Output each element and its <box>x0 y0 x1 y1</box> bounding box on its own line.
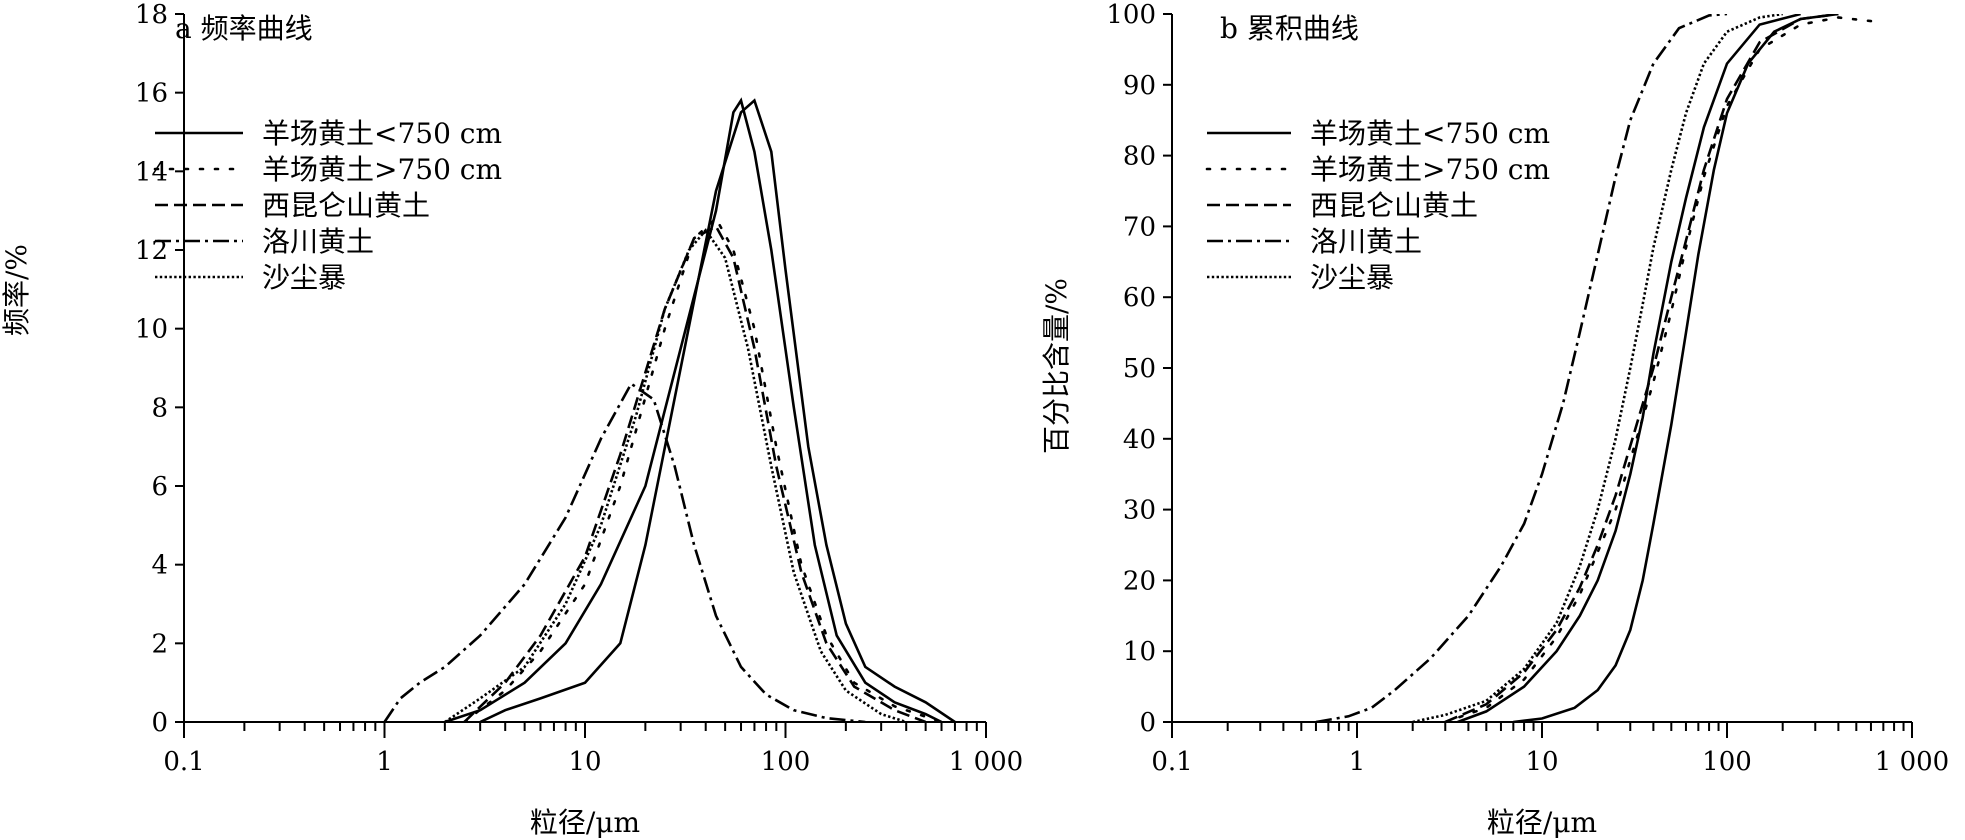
y-tick-label: 10 <box>135 315 168 345</box>
y-tick-label: 16 <box>135 79 168 109</box>
x-tick-label: 1 000 <box>949 747 1023 777</box>
series-line <box>1513 14 1839 722</box>
series-line <box>444 97 943 722</box>
series-line <box>1315 14 1728 722</box>
x-tick-label: 10 <box>1525 747 1558 777</box>
legend-label: 沙尘暴 <box>262 261 346 294</box>
series-line <box>444 228 907 722</box>
legend-label: 西昆仑山黄土 <box>262 189 430 222</box>
legend-label: 羊场黄土<750 cm <box>262 117 502 150</box>
series-group <box>383 97 956 722</box>
y-tick-label: 80 <box>1123 142 1156 172</box>
y-tick-label: 6 <box>151 472 168 502</box>
legend-label: 西昆仑山黄土 <box>1310 189 1478 222</box>
x-tick-label: 0.1 <box>1151 747 1192 777</box>
y-tick-label: 90 <box>1123 71 1156 101</box>
y-tick-label: 30 <box>1123 496 1156 526</box>
y-tick-label: 14 <box>135 157 168 187</box>
legend-label: 洛川黄土 <box>1310 225 1422 258</box>
series-group <box>1315 14 1873 722</box>
x-tick-label: 100 <box>1702 747 1752 777</box>
series-line <box>479 98 956 722</box>
series-line <box>463 224 927 722</box>
y-tick-label: 2 <box>151 629 168 659</box>
cumulative-chart-panel: 0 10 20 30 40 50 60 70 80 90 100 0.1 1 10 100 1 000 粒径/μ… <box>1040 0 1949 839</box>
legend-label: 洛川黄土 <box>262 225 374 258</box>
y-tick-label: 40 <box>1123 425 1156 455</box>
x-tick-label: 1 <box>1349 747 1366 777</box>
y-tick-label: 10 <box>1123 637 1156 667</box>
y-axis-title: 频率/% <box>0 244 33 336</box>
panel-title: b 累积曲线 <box>1220 12 1359 45</box>
y-tick-label: 100 <box>1106 0 1156 30</box>
y-tick-label: 18 <box>135 0 168 30</box>
series-line <box>1457 14 1801 722</box>
x-axis-title: 粒径/μm <box>530 806 640 839</box>
x-tick-label: 100 <box>761 747 811 777</box>
y-tick-label: 70 <box>1123 212 1156 242</box>
y-axis-title: 百分比含量/% <box>1040 278 1073 454</box>
legend-label: 沙尘暴 <box>1310 261 1394 294</box>
y-tick-label: 4 <box>151 551 168 581</box>
y-tick-label: 60 <box>1123 283 1156 313</box>
y-tick-label: 0 <box>1139 708 1156 738</box>
y-tick-label: 20 <box>1123 566 1156 596</box>
y-tick-label: 0 <box>151 708 168 738</box>
x-tick-label: 10 <box>568 747 601 777</box>
panel-title: a 频率曲线 <box>175 12 313 45</box>
series-line <box>463 216 943 722</box>
x-axis-title: 粒径/μm <box>1487 806 1597 839</box>
x-tick-label: 1 <box>376 747 393 777</box>
y-tick-label: 50 <box>1123 354 1156 384</box>
x-tick-label: 1 000 <box>1875 747 1949 777</box>
legend-label: 羊场黄土>750 cm <box>1310 153 1550 186</box>
legend-label: 羊场黄土>750 cm <box>262 153 502 186</box>
legend-label: 羊场黄土<750 cm <box>1310 117 1550 150</box>
series-line <box>1444 14 1839 722</box>
y-tick-label: 8 <box>151 393 168 423</box>
x-tick-label: 0.1 <box>163 747 204 777</box>
series-line <box>1412 14 1783 722</box>
series-line <box>383 381 866 722</box>
